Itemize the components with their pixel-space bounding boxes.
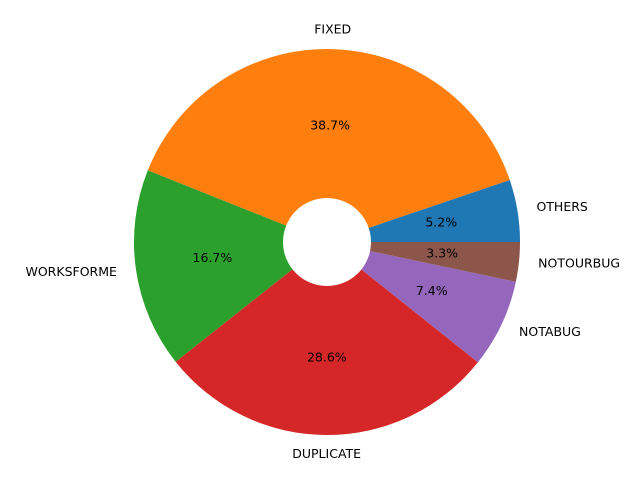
slice-percent-worksforme: 16.7% — [193, 250, 233, 265]
slice-label-notabug: NOTABUG — [519, 324, 581, 339]
slice-label-duplicate: DUPLICATE — [292, 446, 361, 461]
slice-percent-duplicate: 28.6% — [307, 349, 347, 364]
donut-hole — [283, 198, 371, 286]
slice-notabug — [327, 242, 516, 363]
slice-percent-fixed: 38.7% — [310, 118, 350, 133]
slice-label-fixed: FIXED — [314, 21, 351, 36]
slice-label-others: OTHERS — [536, 199, 587, 214]
slice-percent-notabug: 7.4% — [416, 283, 448, 298]
labels-layer: OTHERS 5.2% FIXED 38.7% WORKSFORME 16.7% DUPLI… — [25, 21, 620, 461]
slice-fixed — [147, 48, 510, 242]
slice-percent-notourbug: 3.3% — [426, 245, 458, 260]
slice-worksforme — [133, 170, 327, 362]
slice-percent-others: 5.2% — [425, 215, 457, 230]
slice-notourbug — [327, 242, 520, 282]
slice-label-worksforme: WORKSFORME — [25, 264, 117, 279]
slice-label-notourbug: NOTOURBUG — [538, 255, 620, 270]
slice-duplicate — [175, 242, 478, 435]
slice-others — [327, 179, 520, 242]
slices-layer — [133, 48, 520, 435]
